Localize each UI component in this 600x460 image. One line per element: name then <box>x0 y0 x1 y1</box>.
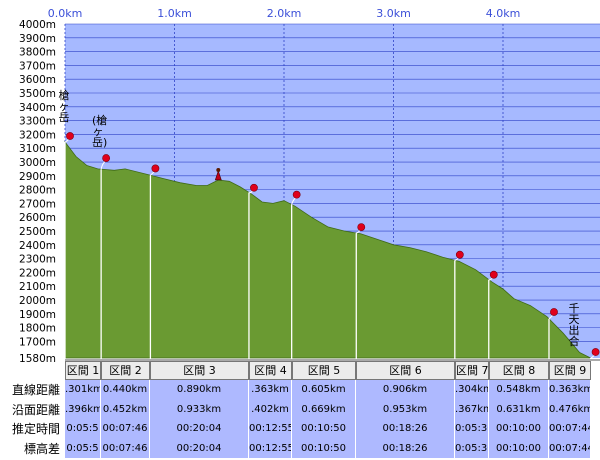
y-tick-label: 2100m <box>19 281 56 293</box>
segment-elev-diff-cell: 0:05:5 <box>65 438 101 458</box>
y-tick-label: 2600m <box>19 212 56 224</box>
segment-along-cell: .367km <box>455 399 489 419</box>
segment-elev-diff-cell: 00:10:00 <box>489 438 549 458</box>
segment-along-cell: .402km <box>249 399 292 419</box>
y-tick-label: 1900m <box>19 309 56 321</box>
segment-along-cell: 0.452km <box>101 399 150 419</box>
waypoint-marker <box>102 154 111 162</box>
segment-header: 区間 9 <box>549 361 591 380</box>
segment-elev-diff-cell: 00:10:50 <box>292 438 356 458</box>
segment-elev-diff-cell: 00:12:55 <box>249 438 292 458</box>
y-tick-label: 3300m <box>19 116 56 128</box>
x-tick-label: 2.0km <box>267 7 302 20</box>
segment-along-cell: 0.476km <box>549 399 591 419</box>
segment-est-time-cell: 0:05:30 <box>455 419 489 439</box>
segment-header: 区間 2 <box>101 361 150 380</box>
x-tick-label: 1.0km <box>157 7 192 20</box>
y-tick-label: 4000m <box>19 19 56 31</box>
segment-straight-cell: 0.363km <box>549 380 591 400</box>
segment-est-time-cell: 0:05:5 <box>65 419 101 439</box>
segment-header: 区間 7 <box>455 361 489 380</box>
row-label: 沿面距離 <box>11 402 60 417</box>
segment-along-cell: 0.933km <box>150 399 249 419</box>
peak-label: (槍ヶ岳) <box>92 114 108 149</box>
row-label: 標高差 <box>23 441 60 456</box>
segment-straight-cell: 0.440km <box>101 380 150 400</box>
hiker-head-icon <box>216 167 221 172</box>
y-tick-label: 3500m <box>19 88 56 100</box>
peak-label: 千天出合 <box>568 302 580 348</box>
segment-straight-cell: 0.906km <box>356 380 455 400</box>
segment-est-time-cell: 00:07:44 <box>549 419 591 439</box>
segment-header: 区間 5 <box>292 361 356 380</box>
segment-header: 区間 1 <box>65 361 101 380</box>
peak-label: 槍ヶ岳 <box>58 89 70 124</box>
waypoint-marker <box>550 308 558 316</box>
row-label: 推定時間 <box>11 422 60 436</box>
y-tick-label: 3000m <box>19 157 56 169</box>
y-tick-label: 2300m <box>19 254 56 266</box>
segment-elev-diff-cell: 00:18:26 <box>356 438 455 458</box>
segment-header: 区間 3 <box>150 361 249 380</box>
y-tick-label: 2700m <box>19 198 56 210</box>
segment-along-cell: 0.669km <box>292 399 356 419</box>
segment-elev-diff-cell: 00:07:46 <box>101 438 150 458</box>
segment-header: 区間 6 <box>356 361 455 380</box>
segment-straight-cell: 0.605km <box>292 380 356 400</box>
waypoint-marker <box>591 348 600 356</box>
waypoint-marker <box>489 270 498 279</box>
segment-elev-diff-cell: 00:20:04 <box>150 438 249 458</box>
segment-est-time-cell: 00:10:50 <box>292 419 356 439</box>
y-tick-label: 3100m <box>19 143 56 155</box>
y-tick-label: 3700m <box>19 60 56 72</box>
segment-est-time-cell: 00:07:46 <box>101 419 150 439</box>
segment-est-time-cell: 00:18:26 <box>356 419 455 439</box>
y-tick-label: 3800m <box>19 47 56 59</box>
segment-straight-cell: 0.890km <box>150 380 249 400</box>
x-tick-label: 0.0km <box>48 7 83 20</box>
waypoint-marker <box>292 190 301 199</box>
row-label: 直線距離 <box>11 383 60 397</box>
waypoint-marker <box>357 223 366 231</box>
y-tick-label: 2000m <box>19 295 56 307</box>
segment-straight-cell: 0.548km <box>489 380 549 400</box>
waypoint-marker <box>66 132 74 140</box>
y-tick-label: 2900m <box>19 171 56 183</box>
segment-straight-cell: .301km <box>65 380 101 400</box>
segment-along-cell: 0.953km <box>356 399 455 419</box>
segment-straight-cell: .304km <box>455 380 489 400</box>
waypoint-marker <box>151 164 160 173</box>
y-tick-label: 2500m <box>19 226 56 238</box>
segment-along-cell: .396km <box>65 399 101 419</box>
y-tick-label: 1700m <box>19 336 56 348</box>
segment-along-cell: 0.631km <box>489 399 549 419</box>
y-tick-label: 3200m <box>19 129 56 141</box>
segment-header: 区間 8 <box>489 361 549 380</box>
x-tick-label: 4.0km <box>486 7 521 20</box>
waypoint-marker <box>455 250 464 259</box>
segment-elev-diff-cell: 00:07:44 <box>549 438 591 458</box>
segment-est-time-cell: 00:20:04 <box>150 419 249 439</box>
y-tick-label: 1800m <box>19 323 56 335</box>
y-tick-label: 3600m <box>19 74 56 86</box>
y-tick-label: 3900m <box>19 33 56 45</box>
y-tick-label: 2200m <box>19 267 56 279</box>
y-tick-label: 3400m <box>19 102 56 114</box>
segment-straight-cell: .363km <box>249 380 292 400</box>
x-tick-label: 3.0km <box>376 7 411 20</box>
segment-elev-diff-cell: 0:05:30 <box>455 438 489 458</box>
segment-est-time-cell: 00:10:00 <box>489 419 549 439</box>
y-tick-label: 2800m <box>19 185 56 197</box>
waypoint-marker <box>250 183 258 192</box>
hiker-icon <box>214 170 222 181</box>
y-tick-label: 2400m <box>19 240 56 252</box>
segment-est-time-cell: 00:12:55 <box>249 419 292 439</box>
elevation-area <box>64 140 591 359</box>
segment-header: 区間 4 <box>249 361 292 380</box>
y-tick-label: 1580m <box>19 353 56 362</box>
